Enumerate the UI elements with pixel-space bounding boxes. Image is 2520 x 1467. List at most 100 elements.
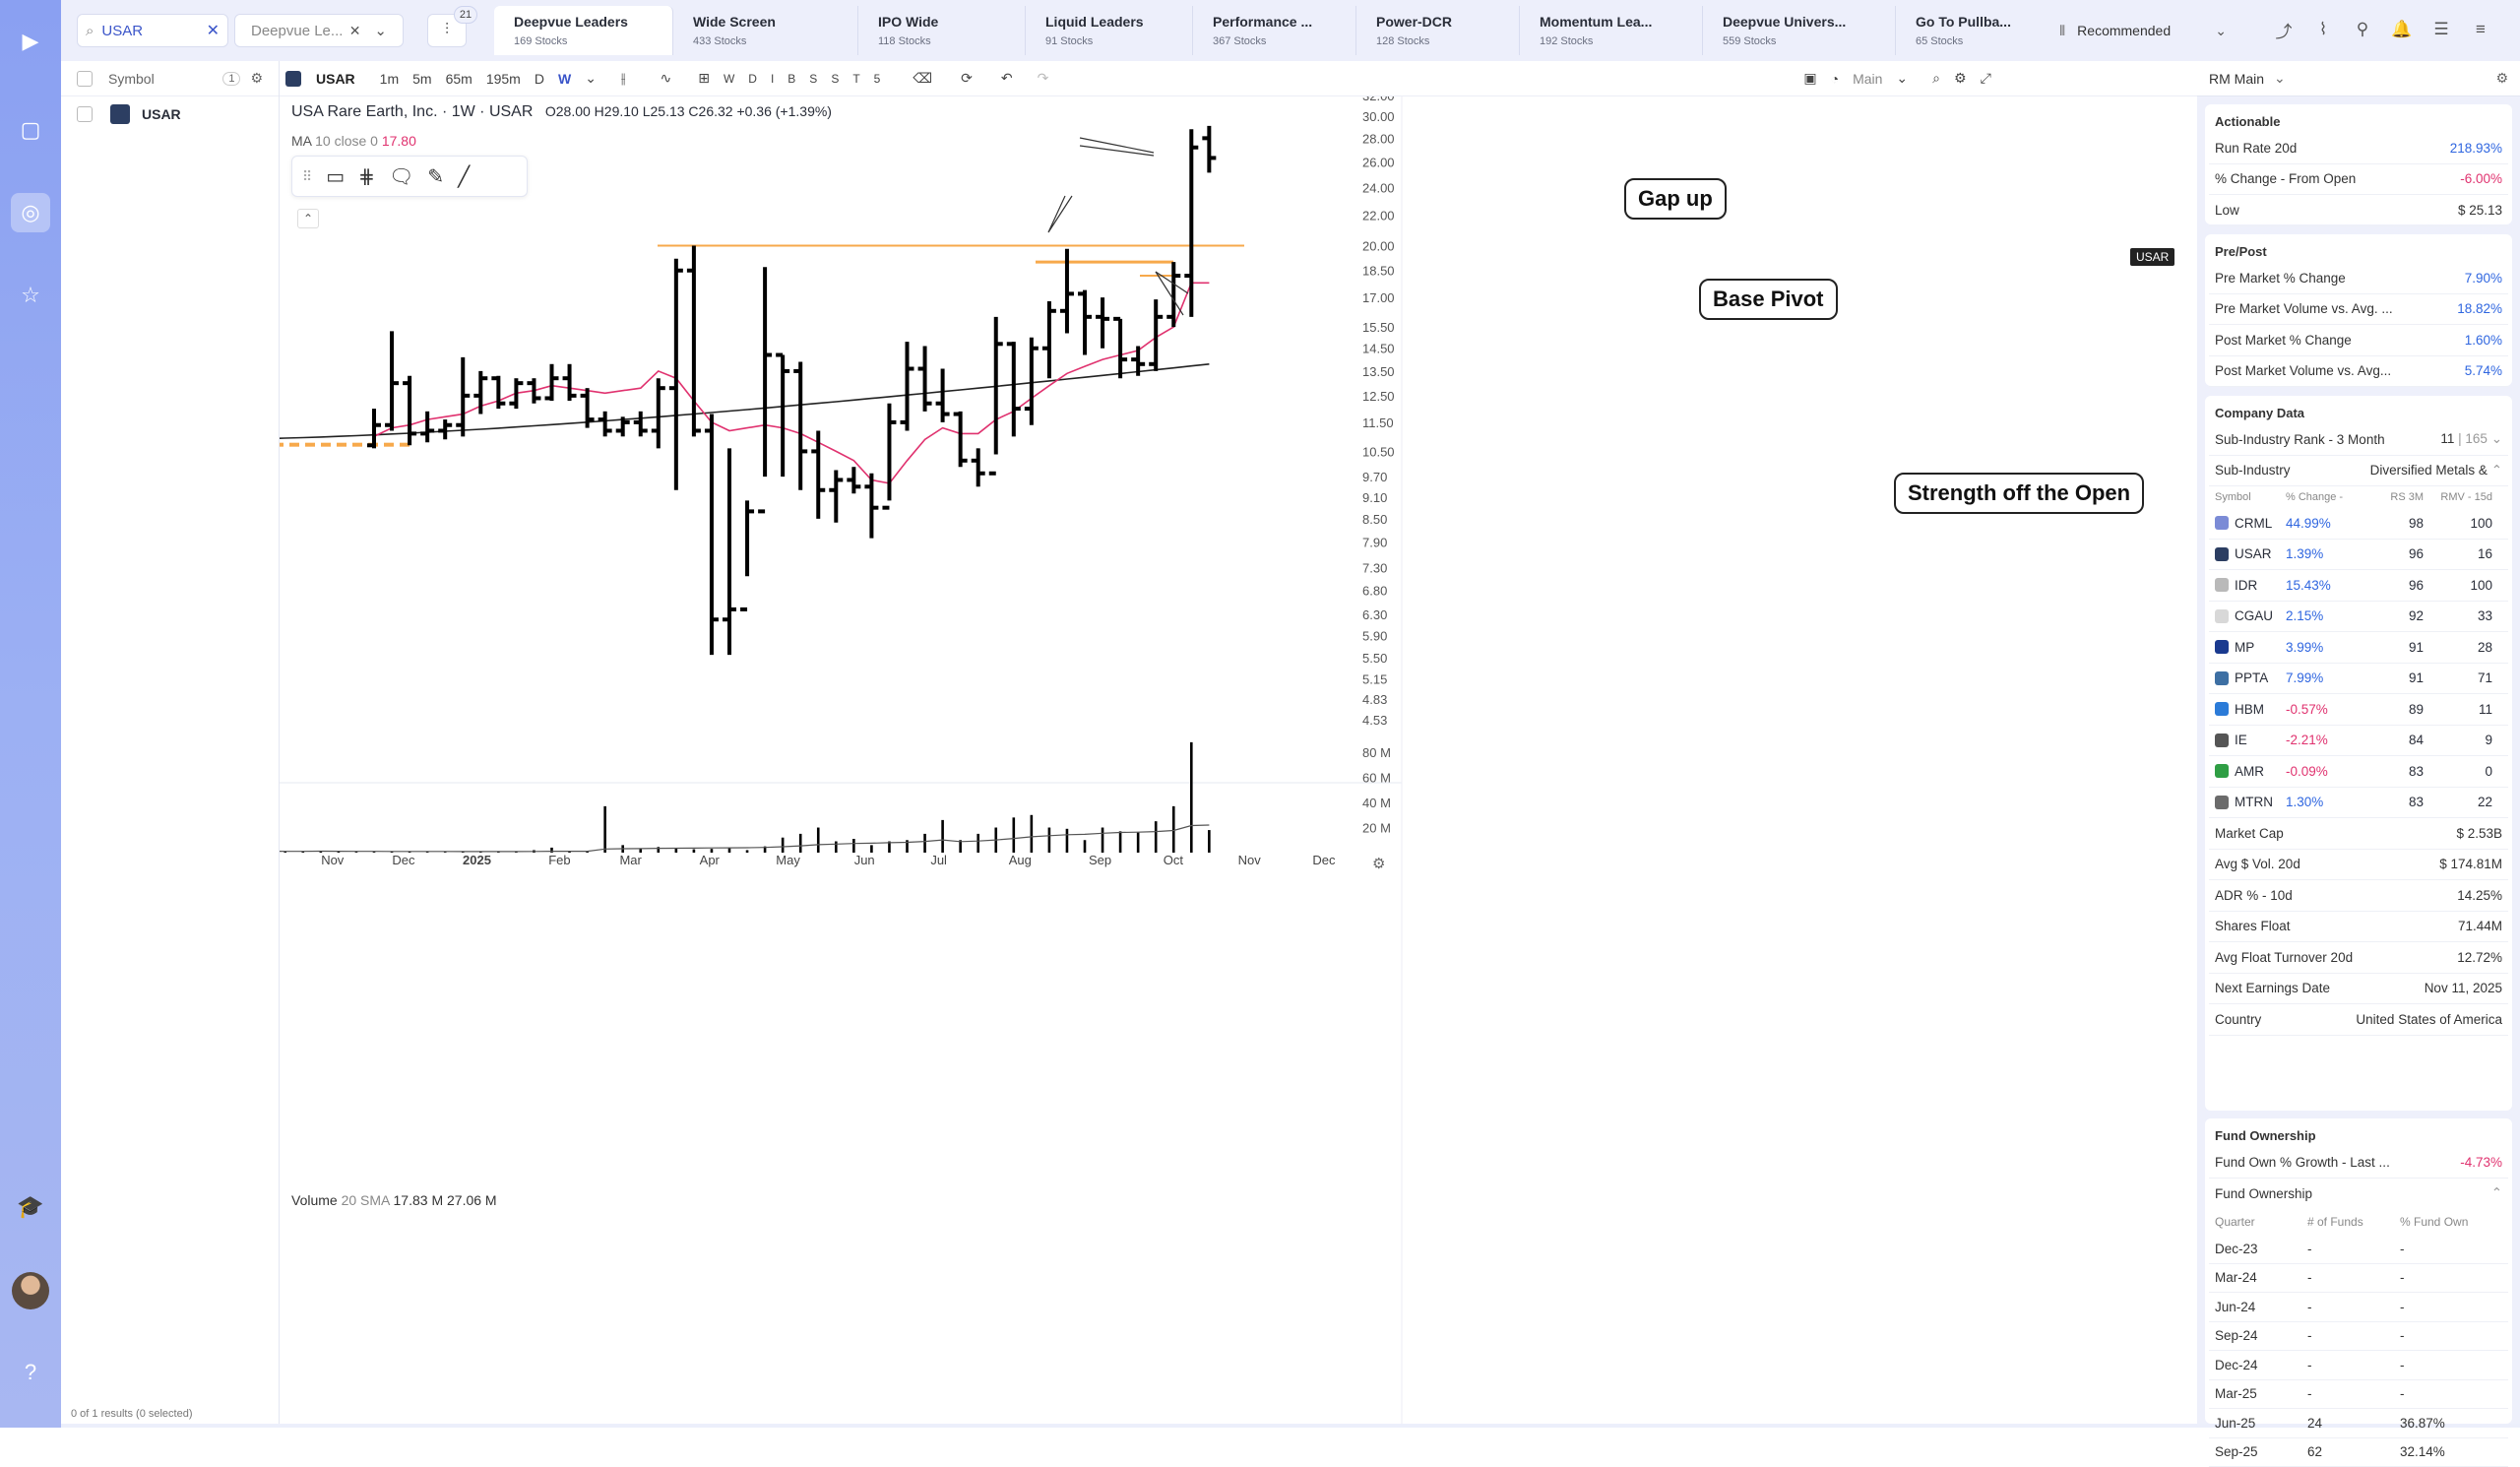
help-icon[interactable]: ?: [11, 1353, 50, 1392]
indicators-icon[interactable]: ⫲: [621, 70, 626, 87]
tab-momentum-leaders[interactable]: Momentum Lea...192 Stocks: [1520, 6, 1703, 55]
scanner-icon[interactable]: ⚲: [2351, 18, 2374, 41]
rectangle-tool-icon[interactable]: ▭: [326, 164, 345, 189]
layout-name[interactable]: RM Main: [2209, 71, 2264, 87]
clear-watchlist-icon[interactable]: ✕: [349, 23, 361, 39]
subindustry-row[interactable]: Sub-Industry Diversified Metals & ⌃: [2209, 456, 2508, 487]
zoom-icon[interactable]: ⌕: [1932, 70, 1940, 87]
interval-195m[interactable]: 195m: [486, 71, 521, 87]
fullscreen-icon[interactable]: ⤢: [1981, 70, 1991, 87]
price-axis-label: 7.90: [1362, 536, 1387, 550]
layout-icon[interactable]: ▣: [1803, 70, 1816, 87]
undo-icon[interactable]: ↶: [1001, 70, 1013, 87]
fund-ownership-subheader[interactable]: Fund Ownership ⌃: [2209, 1179, 2508, 1210]
search-input[interactable]: USAR: [101, 23, 143, 39]
tab-deepvue-universe[interactable]: Deepvue Univers...559 Stocks: [1703, 6, 1896, 55]
chevron-down-icon[interactable]: ⌄: [2274, 70, 2286, 87]
line-tool-icon[interactable]: ╱: [458, 164, 470, 189]
chart-line-icon[interactable]: ⌇: [2311, 18, 2335, 41]
chevron-down-icon[interactable]: ⌄: [374, 22, 387, 39]
panel-settings-icon[interactable]: ⚙: [2495, 70, 2508, 87]
period-d[interactable]: D: [748, 72, 757, 86]
list-view-icon[interactable]: ☰: [2429, 18, 2453, 41]
layout-select-label[interactable]: Main: [1853, 71, 1882, 87]
period-b[interactable]: B: [788, 72, 795, 86]
period-t[interactable]: T: [852, 72, 859, 86]
peer-col-rmv: RMV - 15d: [2424, 491, 2492, 503]
drag-handle-icon[interactable]: ⠿: [302, 168, 312, 185]
clear-search-icon[interactable]: ✕: [207, 21, 220, 40]
annotation-strength-off-open[interactable]: Strength off the Open: [1894, 473, 2144, 514]
play-logo-icon[interactable]: ▶: [11, 22, 50, 61]
collapse-legend-button[interactable]: ⌃: [297, 209, 319, 228]
period-s2[interactable]: S: [831, 72, 839, 86]
interval-d[interactable]: D: [535, 71, 544, 87]
settings-gear-icon[interactable]: ⚙: [250, 70, 263, 87]
period-5[interactable]: 5: [874, 72, 881, 86]
interval-65m[interactable]: 65m: [446, 71, 472, 87]
toolbar-symbol[interactable]: USAR: [316, 71, 355, 87]
interval-5m[interactable]: 5m: [412, 71, 431, 87]
tab-count: 65 Stocks: [1916, 35, 2044, 47]
tab-go-to-pullback[interactable]: Go To Pullba...65 Stocks: [1896, 6, 2044, 55]
user-avatar[interactable]: [12, 1272, 49, 1309]
interval-w[interactable]: W: [558, 71, 571, 87]
education-icon[interactable]: 🎓: [11, 1187, 50, 1227]
redo-icon[interactable]: ↷: [1038, 70, 1049, 87]
chevron-down-icon[interactable]: ⌄: [1896, 70, 1908, 87]
symbol-search[interactable]: ⌕ USAR ✕: [77, 14, 228, 47]
chart-type-icon[interactable]: ∿: [660, 70, 671, 87]
watchlist-icon[interactable]: ▢: [11, 110, 50, 150]
refresh-icon[interactable]: ⟳: [961, 70, 973, 87]
fib-tool-icon[interactable]: ⋕: [358, 164, 375, 189]
interval-1m[interactable]: 1m: [380, 71, 399, 87]
x-axis-label: May: [776, 853, 800, 867]
grid-layout-icon[interactable]: ⊞: [698, 70, 710, 87]
annotation-gap-up[interactable]: Gap up: [1624, 178, 1727, 220]
row-checkbox[interactable]: [77, 106, 93, 122]
callout-tool-icon[interactable]: 🗨: [389, 164, 413, 189]
menu-icon[interactable]: ≡: [2469, 18, 2492, 41]
price-chart[interactable]: 35.0032.0030.0028.0026.0024.0022.0020.00…: [280, 96, 2197, 1424]
chevron-up-icon[interactable]: ⌃: [2491, 1185, 2502, 1201]
x-axis-label: Mar: [619, 853, 642, 867]
interval-chevron-icon[interactable]: ⌄: [585, 70, 597, 87]
symbol-list-row[interactable]: USAR: [61, 96, 279, 132]
radar-icon[interactable]: ◎: [11, 193, 50, 232]
fund-count: -: [2307, 1300, 2400, 1314]
bell-icon[interactable]: 🔔: [2390, 18, 2414, 41]
eraser-icon[interactable]: ⌫: [913, 70, 932, 87]
share-icon[interactable]: ⤴: [2272, 18, 2296, 41]
layout-select-icon[interactable]: ◔: [1831, 71, 1839, 87]
sort-select[interactable]: ⦀ Recommended ⌄: [2059, 14, 2227, 47]
star-icon[interactable]: ☆: [11, 276, 50, 315]
period-w[interactable]: W: [724, 72, 734, 86]
annotation-base-pivot[interactable]: Base Pivot: [1699, 279, 1838, 320]
brush-tool-icon[interactable]: ✎: [427, 164, 444, 189]
period-s1[interactable]: S: [809, 72, 817, 86]
chart-settings-icon[interactable]: ⚙: [1954, 70, 1967, 87]
main-workspace: Symbol 1 ⚙ USAR 0 of 1 results (0 select…: [61, 61, 2520, 1428]
period-i[interactable]: I: [771, 72, 774, 86]
watchlist-select[interactable]: Deepvue Le... ✕ ⌄: [234, 14, 404, 47]
select-all-checkbox[interactable]: [77, 71, 93, 87]
tab-performance[interactable]: Performance ...367 Stocks: [1193, 6, 1356, 55]
chart-toolbar: USAR 1m 5m 65m 195m D W ⌄ ⫲ ∿ ⊞ W D I B …: [280, 61, 2197, 96]
